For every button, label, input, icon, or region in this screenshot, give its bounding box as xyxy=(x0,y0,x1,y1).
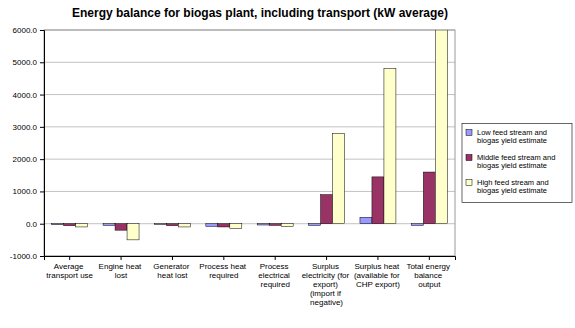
x-tick-mark xyxy=(326,256,327,260)
y-tick-label: 3000.0 xyxy=(13,123,38,132)
y-tick-mark xyxy=(40,30,44,31)
bar xyxy=(372,177,384,224)
y-tick-label: -1000.0 xyxy=(10,252,38,261)
x-tick: Total energy balance output xyxy=(406,256,452,289)
y-tick: 6000.0 xyxy=(13,26,44,35)
bar xyxy=(218,224,230,227)
x-tick: Process heat required xyxy=(199,256,248,280)
legend-entry: Middle feed stream and biogas yield esti… xyxy=(466,153,557,171)
y-tick-mark xyxy=(40,127,44,128)
legend-swatch xyxy=(466,180,472,186)
bar xyxy=(115,224,127,230)
x-tick: Process electrical required xyxy=(258,256,292,289)
bar xyxy=(178,224,190,227)
x-axis: Average transport use Engine heat lost Gen… xyxy=(45,256,456,307)
x-tick-label: Generator heat lost xyxy=(153,262,191,280)
legend-label: High feed stream and biogas yield estima… xyxy=(477,178,551,196)
bar xyxy=(281,224,293,227)
legend-entry: Low feed stream and biogas yield estimat… xyxy=(466,128,549,146)
y-tick-label: 6000.0 xyxy=(13,26,38,35)
bar xyxy=(206,224,218,227)
plot-area xyxy=(44,30,455,256)
legend-entry: High feed stream and biogas yield estima… xyxy=(466,178,551,196)
x-tick-label: Surplus heat (available for CHP export) xyxy=(354,262,402,289)
y-tick-mark xyxy=(40,191,44,192)
bar xyxy=(321,195,333,224)
bar xyxy=(76,224,88,227)
grid-line xyxy=(44,62,455,63)
x-tick-label: Process electrical required xyxy=(258,262,292,289)
bar xyxy=(309,224,321,226)
grid xyxy=(44,30,455,256)
y-tick: 5000.0 xyxy=(13,58,44,67)
x-tick: Generator heat lost xyxy=(153,256,191,280)
bar xyxy=(411,224,423,226)
x-tick: Average transport use xyxy=(46,256,93,280)
y-tick-mark xyxy=(40,224,44,225)
y-tick: 2000.0 xyxy=(13,155,44,164)
y-tick: 1000.0 xyxy=(13,187,44,196)
y-tick-mark xyxy=(40,159,44,160)
x-tick-label: Average transport use xyxy=(46,262,93,280)
x-tick-mark xyxy=(69,256,70,260)
bar xyxy=(360,217,372,223)
bar xyxy=(423,172,435,224)
x-tick-label: Surplus electricity (for export) (import… xyxy=(302,262,352,307)
bar xyxy=(154,223,166,225)
bar xyxy=(127,224,139,240)
bar-series xyxy=(76,30,448,240)
bar-series xyxy=(64,172,436,230)
y-tick-label: 4000.0 xyxy=(13,91,38,100)
bar xyxy=(52,223,64,225)
legend-box xyxy=(462,124,572,203)
y-tick-label: 5000.0 xyxy=(13,58,38,67)
x-tick-mark xyxy=(429,256,430,260)
grid-line xyxy=(44,30,455,31)
x-tick-mark xyxy=(377,256,378,260)
chart-svg: Energy balance for biogas plant, includi… xyxy=(0,0,575,328)
x-axis-line xyxy=(45,257,456,261)
bar xyxy=(333,133,345,223)
bars xyxy=(52,30,448,240)
x-tick: Engine heat lost xyxy=(99,256,144,280)
bar xyxy=(435,30,447,224)
x-tick-mark xyxy=(275,256,276,260)
y-axis: -1000.0 0.0 1000.0 2000.0 3000.0 4000.0 5000.0… xyxy=(10,26,45,261)
bar xyxy=(166,224,178,226)
bar xyxy=(64,224,76,226)
y-axis-line xyxy=(40,31,45,257)
chart-title: Energy balance for biogas plant, includi… xyxy=(72,6,448,20)
x-tick-mark xyxy=(121,256,122,260)
bar xyxy=(257,224,269,225)
x-tick-label: Engine heat lost xyxy=(99,262,144,280)
y-tick-mark xyxy=(40,62,44,63)
y-tick-label: 0.0 xyxy=(26,220,38,229)
y-tick: 3000.0 xyxy=(13,123,44,132)
bar xyxy=(103,224,115,226)
legend: Low feed stream and biogas yield estimat… xyxy=(462,124,572,203)
y-tick-label: 1000.0 xyxy=(13,187,38,196)
y-tick: 4000.0 xyxy=(13,91,44,100)
x-tick-label: Process heat required xyxy=(199,262,248,280)
bar xyxy=(384,69,396,224)
y-tick-mark xyxy=(40,256,44,257)
y-tick: -1000.0 xyxy=(10,252,44,261)
x-tick: Surplus heat (available for CHP export) xyxy=(354,256,402,289)
bar xyxy=(269,224,281,226)
bar xyxy=(230,224,242,229)
legend-label: Low feed stream and biogas yield estimat… xyxy=(477,128,549,146)
x-tick: Surplus electricity (for export) (import… xyxy=(302,256,352,307)
legend-swatch xyxy=(466,130,472,136)
x-tick-mark xyxy=(223,256,224,260)
x-tick-label: Total energy balance output xyxy=(406,262,452,289)
x-tick-mark xyxy=(172,256,173,260)
legend-label: Middle feed stream and biogas yield esti… xyxy=(477,153,557,171)
y-tick-label: 2000.0 xyxy=(13,155,38,164)
y-tick-mark xyxy=(40,95,44,96)
legend-swatch xyxy=(466,155,472,161)
y-tick: 0.0 xyxy=(26,220,44,229)
